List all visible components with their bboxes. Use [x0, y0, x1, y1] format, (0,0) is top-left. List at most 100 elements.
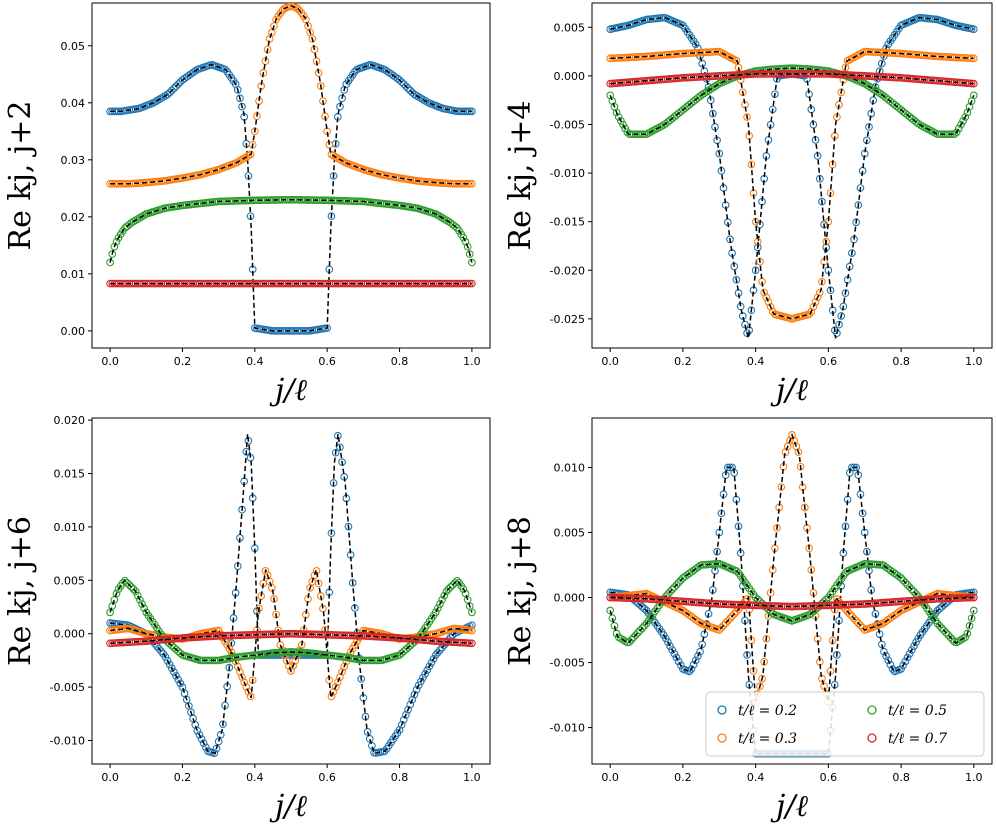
data-point: [668, 585, 677, 594]
data-point: [112, 589, 121, 598]
data-point: [800, 503, 809, 512]
data-point: [131, 587, 140, 596]
theory-curve: [110, 5, 472, 185]
x-tick-label: 0.4: [747, 771, 765, 784]
data-point: [395, 651, 404, 659]
data-point: [163, 90, 172, 99]
legend-marker-t0.5: [867, 705, 877, 715]
data-point: [199, 739, 208, 748]
data-point: [163, 656, 172, 665]
x-tick-label: 0.6: [318, 771, 336, 784]
data-point: [877, 59, 886, 68]
data-point: [766, 302, 775, 311]
data-point: [451, 578, 459, 587]
data-point: [216, 730, 225, 739]
data-point: [333, 678, 342, 687]
data-point: [282, 656, 291, 665]
data-point: [404, 84, 412, 93]
data-point: [468, 608, 476, 617]
data-point: [308, 34, 317, 43]
data-point: [696, 647, 704, 656]
data-point: [933, 619, 942, 628]
data-point: [685, 667, 694, 676]
data-point: [937, 624, 946, 632]
data-point: [807, 307, 816, 316]
data-point: [768, 609, 777, 618]
legend-label: t/ℓ = 0.7: [888, 731, 947, 747]
data-point: [236, 94, 244, 103]
data-point: [634, 628, 642, 637]
data-point: [125, 581, 134, 589]
theory-curve: [609, 67, 975, 135]
data-point: [713, 547, 721, 556]
data-point: [676, 576, 685, 585]
data-point: [830, 605, 839, 614]
x-tick-label: 0.0: [601, 771, 619, 784]
y-tick-label: -0.005: [550, 118, 585, 131]
data-point: [410, 690, 419, 699]
data-point: [461, 237, 470, 246]
data-point: [129, 585, 138, 593]
plot-area: [106, 431, 476, 757]
data-point: [833, 329, 841, 337]
theory-curve: [610, 432, 974, 702]
data-point: [225, 663, 234, 672]
data-point: [368, 741, 376, 750]
y-tick-label: 0.000: [54, 628, 86, 641]
data-point: [627, 635, 636, 644]
data-point: [446, 583, 455, 591]
data-point: [967, 593, 976, 602]
data-point: [408, 639, 417, 648]
data-point: [468, 107, 476, 116]
data-point: [738, 312, 747, 320]
data-point: [762, 634, 771, 643]
data-point: [451, 222, 459, 231]
y-tick-label: 0.000: [554, 70, 586, 83]
x-tick-label: 0.6: [820, 355, 838, 368]
data-point: [327, 692, 336, 701]
data-point: [905, 649, 914, 658]
data-point: [758, 674, 766, 683]
y-axis-label: Re kj, j+8: [503, 516, 538, 666]
panel-2: 0.0 0.2 0.4 0.6 0.8 1.0 -0.025 -0.020 -0.015 -0.0…: [503, 2, 993, 408]
data-point: [395, 76, 404, 84]
data-point: [854, 201, 863, 209]
data-point: [431, 651, 440, 659]
data-point: [848, 249, 856, 257]
y-tick-label: -0.020: [550, 264, 585, 277]
theory-curve: [109, 579, 473, 662]
x-axis-label: j/ℓ: [269, 373, 307, 408]
data-point: [709, 109, 717, 118]
y-tick-label: 0.020: [54, 414, 86, 427]
data-point: [944, 631, 952, 639]
series-t0.3: [606, 431, 978, 706]
data-point: [833, 651, 841, 659]
y-tick-label: -0.005: [50, 681, 85, 694]
data-point: [907, 585, 916, 594]
data-point: [965, 621, 974, 630]
theory-curve: [610, 50, 974, 320]
data-point: [238, 673, 246, 681]
data-point: [734, 522, 743, 531]
x-tick-label: 0.0: [101, 355, 119, 368]
data-point: [959, 117, 967, 125]
y-tick-label: 0.02: [61, 211, 86, 224]
data-point: [336, 673, 344, 681]
data-point: [459, 585, 468, 593]
data-point: [157, 647, 166, 656]
data-point: [713, 81, 721, 89]
data-point: [694, 44, 702, 53]
theory-curve: [610, 596, 974, 608]
data-point: [425, 662, 434, 671]
data-point: [238, 102, 246, 111]
x-tick-label: 0.4: [246, 771, 264, 784]
data-point: [905, 583, 914, 592]
data-point: [404, 643, 412, 652]
data-point: [402, 710, 410, 719]
axes-frame: [591, 417, 993, 765]
theory-curve: [610, 73, 974, 85]
data-point: [732, 56, 741, 65]
data-point: [743, 651, 751, 659]
data-point: [323, 324, 332, 332]
data-point: [174, 647, 183, 656]
